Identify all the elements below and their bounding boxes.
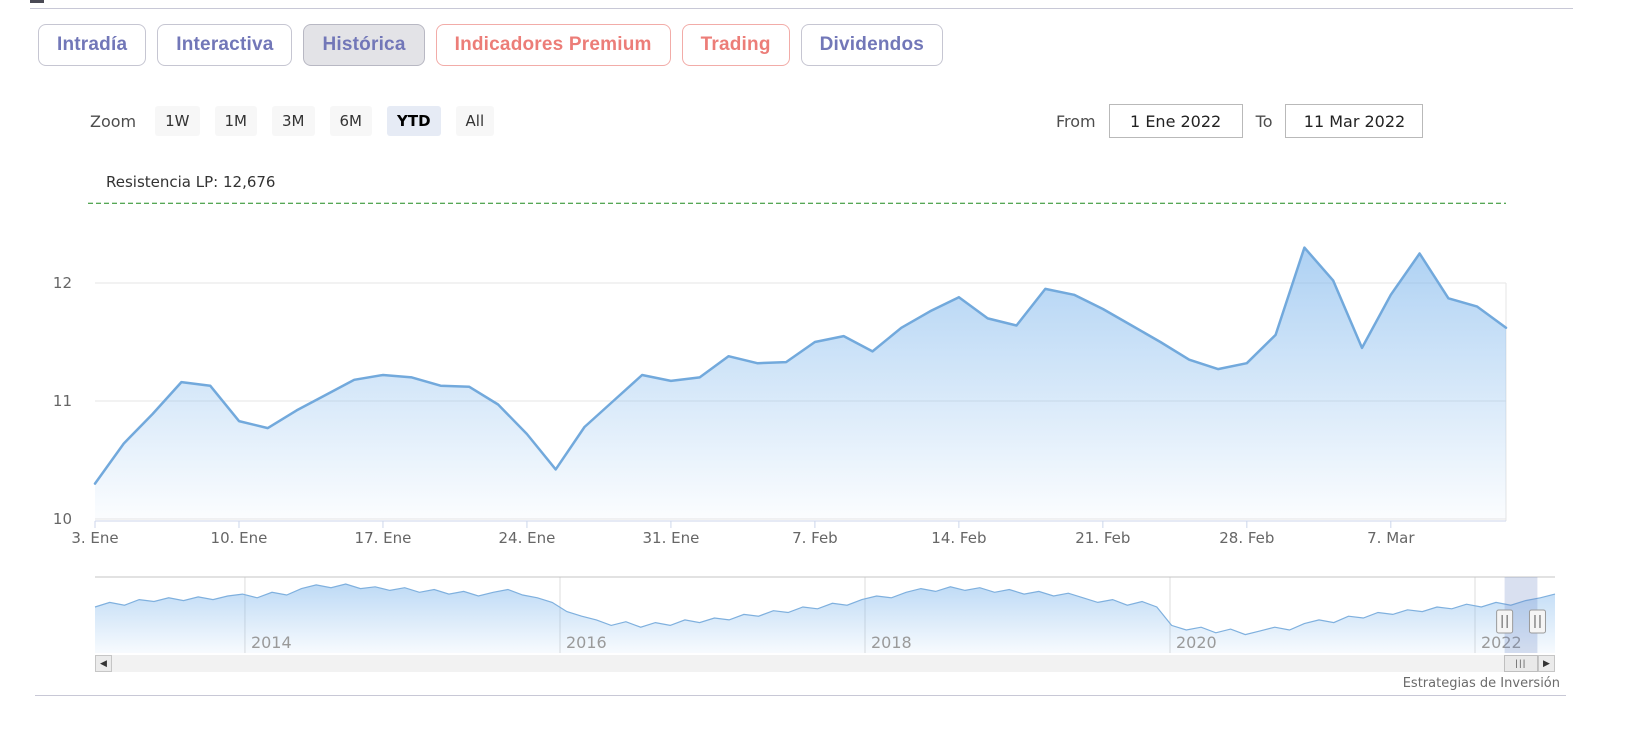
- tab-indicadores-premium[interactable]: Indicadores Premium: [435, 24, 671, 66]
- x-axis-label: 3. Ene: [71, 529, 118, 547]
- from-label: From: [1056, 111, 1096, 131]
- x-axis-label: 7. Feb: [792, 529, 838, 547]
- tab-dividendos[interactable]: Dividendos: [800, 24, 944, 66]
- tab-intradia[interactable]: Intradía: [38, 24, 147, 66]
- to-label: To: [1255, 111, 1273, 131]
- chart-attribution: Estrategias de Inversión: [1402, 676, 1560, 691]
- navigator-year-label: 2020: [1176, 633, 1217, 652]
- chart-type-tabs: Intradía Interactiva Histórica Indicador…: [38, 24, 944, 66]
- date-range-toolbar: From To: [1056, 104, 1424, 138]
- tab-interactiva[interactable]: Interactiva: [157, 24, 293, 66]
- x-axis-ticks: [94, 521, 1392, 528]
- resistance-label: Resistencia LP: 12,676: [106, 173, 276, 191]
- navigator-year-label: 2016: [566, 633, 607, 652]
- navigator-handle-icon: [1528, 609, 1546, 634]
- tab-historica[interactable]: Histórica: [303, 24, 425, 66]
- page-top-mark: [30, 0, 44, 3]
- range-all[interactable]: All: [455, 106, 495, 136]
- x-axis-label: 24. Ene: [499, 529, 556, 547]
- navigator-handles[interactable]: [1496, 609, 1546, 634]
- navigator-year-label: 2018: [871, 633, 912, 652]
- navigator-year-label: 2022: [1481, 633, 1522, 652]
- x-axis-label: 7. Mar: [1367, 529, 1415, 547]
- x-axis-label: 31. Ene: [642, 529, 699, 547]
- tab-trading[interactable]: Trading: [681, 24, 790, 66]
- bottom-divider: [35, 695, 1566, 696]
- range-1w[interactable]: 1W: [155, 106, 200, 136]
- navigator-chart[interactable]: 2014 2016 2018 2020 2022: [0, 560, 1560, 670]
- from-date-input[interactable]: [1108, 104, 1243, 138]
- y-axis-label: 10: [53, 510, 72, 528]
- navigator-area-fill: [95, 584, 1555, 653]
- navigator-line: [94, 583, 1556, 636]
- navigator-year-label: 2014: [251, 633, 292, 652]
- navigator-year-labels: 2014 2016 2018 2020 2022: [251, 633, 1522, 652]
- top-divider: [30, 8, 1573, 9]
- price-area-fill: [95, 247, 1506, 519]
- scrollbar-track[interactable]: [112, 655, 1538, 672]
- x-axis-label: 21. Feb: [1075, 529, 1130, 547]
- y-axis-label: 11: [53, 392, 72, 410]
- scrollbar-thumb[interactable]: |||: [1504, 655, 1538, 672]
- zoom-label: Zoom: [90, 111, 137, 131]
- range-1m[interactable]: 1M: [214, 106, 257, 136]
- price-line: [93, 246, 1508, 485]
- x-axis-label: 14. Feb: [931, 529, 986, 547]
- navigator-handle-icon: [1496, 609, 1514, 634]
- zoom-range-toolbar: Zoom 1W 1M 3M 6M YTD All: [90, 106, 495, 136]
- y-axis-labels: 10 11 12: [53, 274, 72, 528]
- x-axis-label: 10. Ene: [211, 529, 268, 547]
- y-axis-label: 12: [53, 274, 72, 292]
- main-price-chart[interactable]: 10 11 12 3. Ene 10. Ene 17. Ene 24. Ene 31. En…: [0, 150, 1560, 550]
- to-date-input[interactable]: [1285, 104, 1424, 138]
- range-6m[interactable]: 6M: [329, 106, 372, 136]
- range-3m[interactable]: 3M: [272, 106, 315, 136]
- scrollbar-right-arrow-icon[interactable]: ▶: [1538, 655, 1555, 672]
- x-axis-label: 17. Ene: [355, 529, 412, 547]
- x-axis-labels: 3. Ene 10. Ene 17. Ene 24. Ene 31. Ene 7. Feb…: [71, 529, 1415, 547]
- x-axis-label: 28. Feb: [1219, 529, 1274, 547]
- scrollbar-left-arrow-icon[interactable]: ◀: [95, 655, 112, 672]
- range-ytd[interactable]: YTD: [387, 106, 441, 136]
